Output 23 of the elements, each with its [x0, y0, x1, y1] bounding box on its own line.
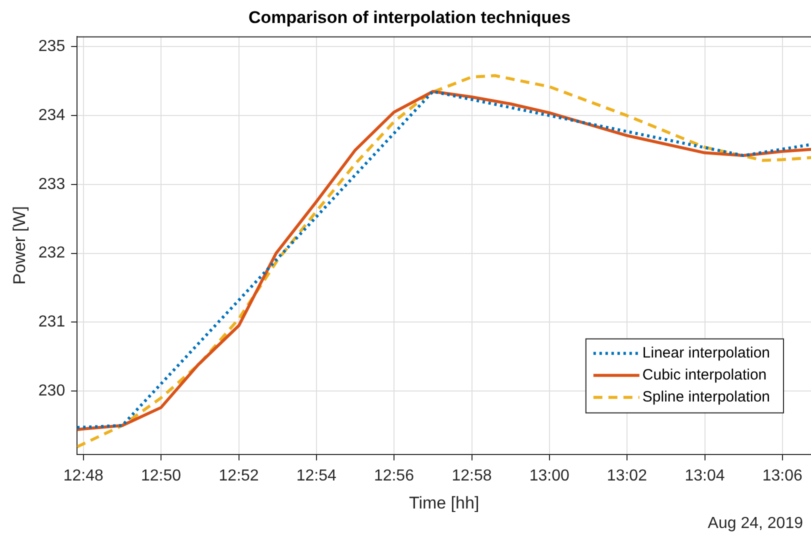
text: Aug 24, 2019: [708, 515, 804, 532]
x-tick-label: 12:48: [63, 467, 104, 484]
x-tick-label: 13:04: [684, 467, 725, 484]
legend-label: Cubic interpolation: [642, 366, 767, 384]
y-tick-label: 234: [38, 107, 66, 124]
y-tick-label: 231: [38, 314, 66, 331]
x-tick-label: 13:00: [529, 467, 570, 484]
y-tick-label: 235: [38, 38, 66, 56]
x-axis-title: Time [hh]: [408, 493, 480, 512]
legend-label: Linear interpolation: [642, 344, 770, 362]
x-tick-label: 12:54: [296, 467, 336, 484]
y-tick-label: 233: [38, 176, 66, 193]
chart-title: Comparison of interpolation techniques: [248, 8, 571, 27]
x-tick-label: 13:02: [606, 467, 648, 484]
x-tick-label: 12:52: [218, 467, 259, 484]
legend-label: Spline interpolation: [642, 388, 770, 406]
y-tick-label: 230: [38, 382, 66, 400]
x-tick-label: 12:50: [140, 467, 182, 484]
y-axis-title: Power [W]: [10, 206, 29, 285]
x-tick-label: 12:58: [452, 467, 492, 484]
x-tick-label: 13:06: [762, 467, 802, 484]
x-tick-label: 12:56: [374, 467, 414, 484]
y-tick-label: 232: [38, 244, 66, 262]
